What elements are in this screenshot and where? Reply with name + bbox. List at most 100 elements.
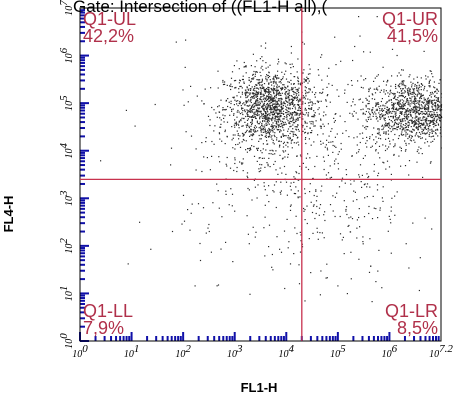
scatter-point-2932: [262, 60, 264, 62]
scatter-point-685: [274, 103, 276, 105]
scatter-point-193: [284, 86, 286, 88]
plot-frame: [79, 7, 442, 342]
scatter-point-2496: [231, 193, 234, 195]
scatter-point-913: [263, 108, 265, 110]
scatter-point-2389: [407, 133, 409, 135]
scatter-point-1330: [285, 123, 287, 125]
scatter-point-2789: [341, 239, 343, 241]
scatter-point-1749: [429, 114, 431, 116]
scatter-point-2486: [428, 133, 430, 136]
scatter-point-2222: [411, 108, 413, 110]
scatter-point-1069: [205, 141, 207, 143]
scatter-point-1679: [404, 116, 406, 118]
scatter-point-2234: [399, 95, 401, 97]
scatter-point-2756: [400, 133, 403, 136]
scatter-point-911: [302, 124, 304, 127]
scatter-point-2686: [329, 204, 332, 206]
scatter-point-2040: [393, 94, 395, 96]
scatter-point-3026: [387, 133, 390, 135]
scatter-point-715: [269, 114, 271, 117]
scatter-point-1174: [267, 119, 269, 121]
scatter-point-1927: [365, 128, 367, 130]
scatter-point-133: [278, 98, 280, 100]
scatter-point-2387: [381, 128, 383, 131]
scatter-point-2221: [416, 132, 418, 134]
scatter-point-1791: [385, 102, 387, 105]
scatter-point-1747: [408, 136, 410, 138]
scatter-point-2568: [216, 285, 218, 287]
scatter-point-1465: [417, 149, 419, 151]
scatter-point-2522: [203, 156, 205, 158]
scatter-point-513: [280, 115, 282, 118]
scatter-point-2696: [358, 149, 360, 151]
scatter-point-919: [218, 132, 220, 134]
scatter-point-204: [229, 85, 231, 87]
scatter-point-2703: [339, 215, 341, 218]
scatter-point-2257: [384, 93, 386, 95]
scatter-point-1299: [289, 107, 291, 109]
scatter-point-2046: [401, 131, 403, 133]
scatter-point-2380: [413, 125, 415, 127]
scatter-point-63: [292, 112, 294, 114]
scatter-point-2442: [433, 81, 435, 83]
scatter-point-1698: [418, 104, 421, 106]
scatter-point-1167: [299, 98, 301, 100]
scatter-point-2291: [423, 132, 425, 134]
scatter-point-2358: [415, 108, 417, 110]
scatter-point-1169: [249, 116, 251, 118]
scatter-point-2541: [233, 104, 235, 106]
scatter-point-2926: [366, 173, 368, 175]
scatter-point-310: [313, 114, 315, 116]
scatter-point-1811: [398, 155, 400, 157]
scatter-point-737: [279, 129, 281, 131]
scatter-point-1128: [272, 108, 274, 110]
scatter-point-1545: [427, 130, 429, 132]
scatter-point-689: [306, 125, 308, 128]
scatter-point-645: [278, 92, 280, 94]
scatter-point-1: [261, 81, 263, 83]
scatter-point-2642: [334, 120, 336, 122]
scatter-point-200: [269, 64, 271, 66]
scatter-point-2940: [400, 165, 402, 167]
scatter-point-2622: [206, 157, 208, 159]
scatter-point-430: [253, 92, 255, 95]
scatter-point-1467: [387, 123, 389, 125]
scatter-point-733: [268, 87, 270, 89]
scatter-point-590: [277, 89, 279, 91]
scatter-point-68: [311, 101, 313, 103]
scatter-point-2881: [329, 165, 331, 167]
scatter-point-2391: [416, 95, 418, 97]
scatter-point-1521: [411, 86, 413, 88]
scatter-point-2758: [324, 146, 326, 148]
scatter-point-1873: [359, 98, 361, 100]
scatter-point-1583: [427, 104, 429, 106]
scatter-point-2627: [216, 183, 218, 185]
scatter-point-2684: [313, 194, 315, 197]
scatter-point-2205: [379, 91, 381, 93]
scatter-point-2933: [268, 185, 270, 187]
scatter-point-1253: [259, 118, 261, 120]
scatter-point-2089: [428, 123, 430, 125]
scatter-point-2022: [387, 80, 389, 82]
scatter-point-1423: [408, 124, 410, 126]
scatter-point-977: [275, 106, 277, 108]
scatter-point-2440: [396, 118, 398, 120]
scatter-point-2393: [400, 94, 402, 96]
scatter-point-2640: [261, 152, 263, 154]
scatter-point-2838: [330, 176, 333, 178]
scatter-point-2778: [326, 277, 328, 279]
scatter-point-1905: [420, 83, 422, 85]
scatter-point-2302: [399, 101, 401, 103]
scatter-point-1004: [231, 108, 233, 111]
scatter-point-3038: [298, 130, 300, 132]
scatter-point-787: [292, 116, 294, 118]
scatter-point-333: [295, 113, 297, 115]
scatter-point-2597: [233, 169, 235, 172]
scatter-point-144: [296, 99, 298, 101]
scatter-point-945: [304, 120, 306, 122]
scatter-point-2429: [425, 119, 427, 121]
scatter-point-2656: [340, 148, 342, 150]
scatter-point-1364: [274, 116, 276, 118]
scatter-point-1527: [384, 117, 386, 119]
scatter-point-1126: [230, 85, 232, 87]
